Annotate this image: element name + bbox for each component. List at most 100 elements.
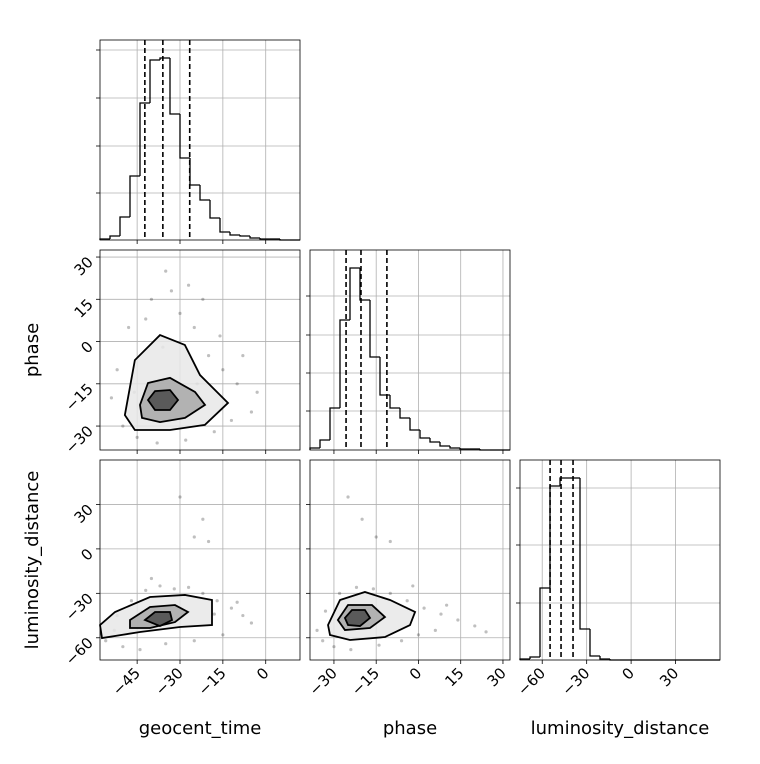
panel-frame xyxy=(99,459,301,661)
sample-point xyxy=(158,584,162,588)
histogram-step xyxy=(359,268,370,301)
sample-point xyxy=(104,639,108,643)
sample-point xyxy=(129,599,134,603)
sample-point xyxy=(399,639,404,643)
sample-point xyxy=(201,517,205,521)
sample-point xyxy=(346,495,350,499)
sample-point xyxy=(201,591,205,595)
sample-point xyxy=(126,325,131,330)
sample-point xyxy=(229,418,234,423)
sample-point xyxy=(201,297,205,301)
sample-point xyxy=(144,588,148,592)
sample-point xyxy=(121,645,125,649)
histogram-step xyxy=(339,319,350,408)
histogram-step xyxy=(329,407,340,440)
histogram-step xyxy=(559,477,570,486)
histogram-step xyxy=(539,587,550,657)
sample-point xyxy=(186,585,191,590)
histogram-step xyxy=(239,235,250,237)
x-axis-label: geocent_time xyxy=(139,718,262,739)
sample-point xyxy=(149,576,154,581)
sample-point xyxy=(215,599,219,603)
sample-point xyxy=(235,382,239,386)
sample-point xyxy=(135,435,139,439)
sample-point xyxy=(109,396,114,400)
sample-point xyxy=(388,591,392,595)
histogram-step xyxy=(349,267,360,320)
histogram-step xyxy=(209,200,220,219)
contour xyxy=(343,609,372,628)
histogram-step xyxy=(229,232,240,236)
histogram-step xyxy=(579,478,590,630)
histogram-step xyxy=(399,408,410,419)
sample-point xyxy=(360,517,364,521)
sample-point xyxy=(323,609,328,613)
sample-point xyxy=(349,648,353,652)
sample-point xyxy=(332,645,336,649)
sample-point xyxy=(192,535,196,539)
sample-point xyxy=(241,354,245,358)
histogram-step xyxy=(369,300,380,358)
histogram-step xyxy=(439,442,450,447)
panel-frame xyxy=(99,249,301,451)
histogram-step xyxy=(429,438,440,443)
histogram-step xyxy=(319,439,330,448)
histogram-step xyxy=(389,395,400,409)
sample-point xyxy=(371,587,375,591)
sample-point xyxy=(186,283,191,287)
sample-point xyxy=(169,289,174,293)
x-axis-label: luminosity_distance xyxy=(531,718,710,739)
sample-point xyxy=(321,639,325,643)
sample-point xyxy=(121,424,125,428)
sample-point xyxy=(411,584,415,588)
sample-point xyxy=(178,495,182,499)
sample-point xyxy=(241,613,245,618)
sample-point xyxy=(206,539,211,544)
sample-point xyxy=(212,430,216,434)
sample-point xyxy=(388,539,392,544)
sample-point xyxy=(484,630,488,634)
histogram-step xyxy=(529,656,540,659)
histogram-step xyxy=(459,448,470,450)
panel-frame xyxy=(309,459,511,661)
sample-point xyxy=(164,642,168,646)
sample-point xyxy=(456,618,460,622)
histogram-step xyxy=(139,102,150,176)
histogram-step xyxy=(199,185,210,201)
histogram-step xyxy=(249,236,260,239)
sample-point xyxy=(184,438,188,442)
sample-point xyxy=(249,410,254,414)
panel-frame xyxy=(519,459,721,661)
histogram-step xyxy=(219,218,230,233)
sample-point xyxy=(315,628,319,632)
panel-frame xyxy=(99,39,301,241)
sample-point xyxy=(206,354,211,358)
sample-point xyxy=(249,621,254,625)
y-axis-label: luminosity_distance xyxy=(22,471,43,650)
histogram-step xyxy=(119,216,130,236)
sample-point xyxy=(445,603,449,607)
sample-point xyxy=(155,441,159,445)
histogram-step xyxy=(159,57,170,60)
contour xyxy=(146,389,180,411)
sample-point xyxy=(337,591,342,595)
sample-point xyxy=(416,633,421,637)
sample-point xyxy=(172,587,176,591)
sample-point xyxy=(377,643,381,647)
sample-point xyxy=(192,639,196,643)
histogram-step xyxy=(599,656,610,660)
sample-point xyxy=(212,612,216,616)
histogram-step xyxy=(409,418,420,431)
histogram-step xyxy=(109,235,120,239)
sample-point xyxy=(405,599,409,603)
sample-point xyxy=(255,390,259,394)
histogram-step xyxy=(179,114,190,159)
sample-point xyxy=(229,606,234,610)
histogram-step xyxy=(589,629,600,657)
histogram-step xyxy=(259,238,270,240)
sample-point xyxy=(144,317,148,321)
histogram-step xyxy=(419,430,430,439)
histogram-step xyxy=(129,175,140,217)
panel-frame xyxy=(309,249,511,451)
contour xyxy=(143,611,174,628)
